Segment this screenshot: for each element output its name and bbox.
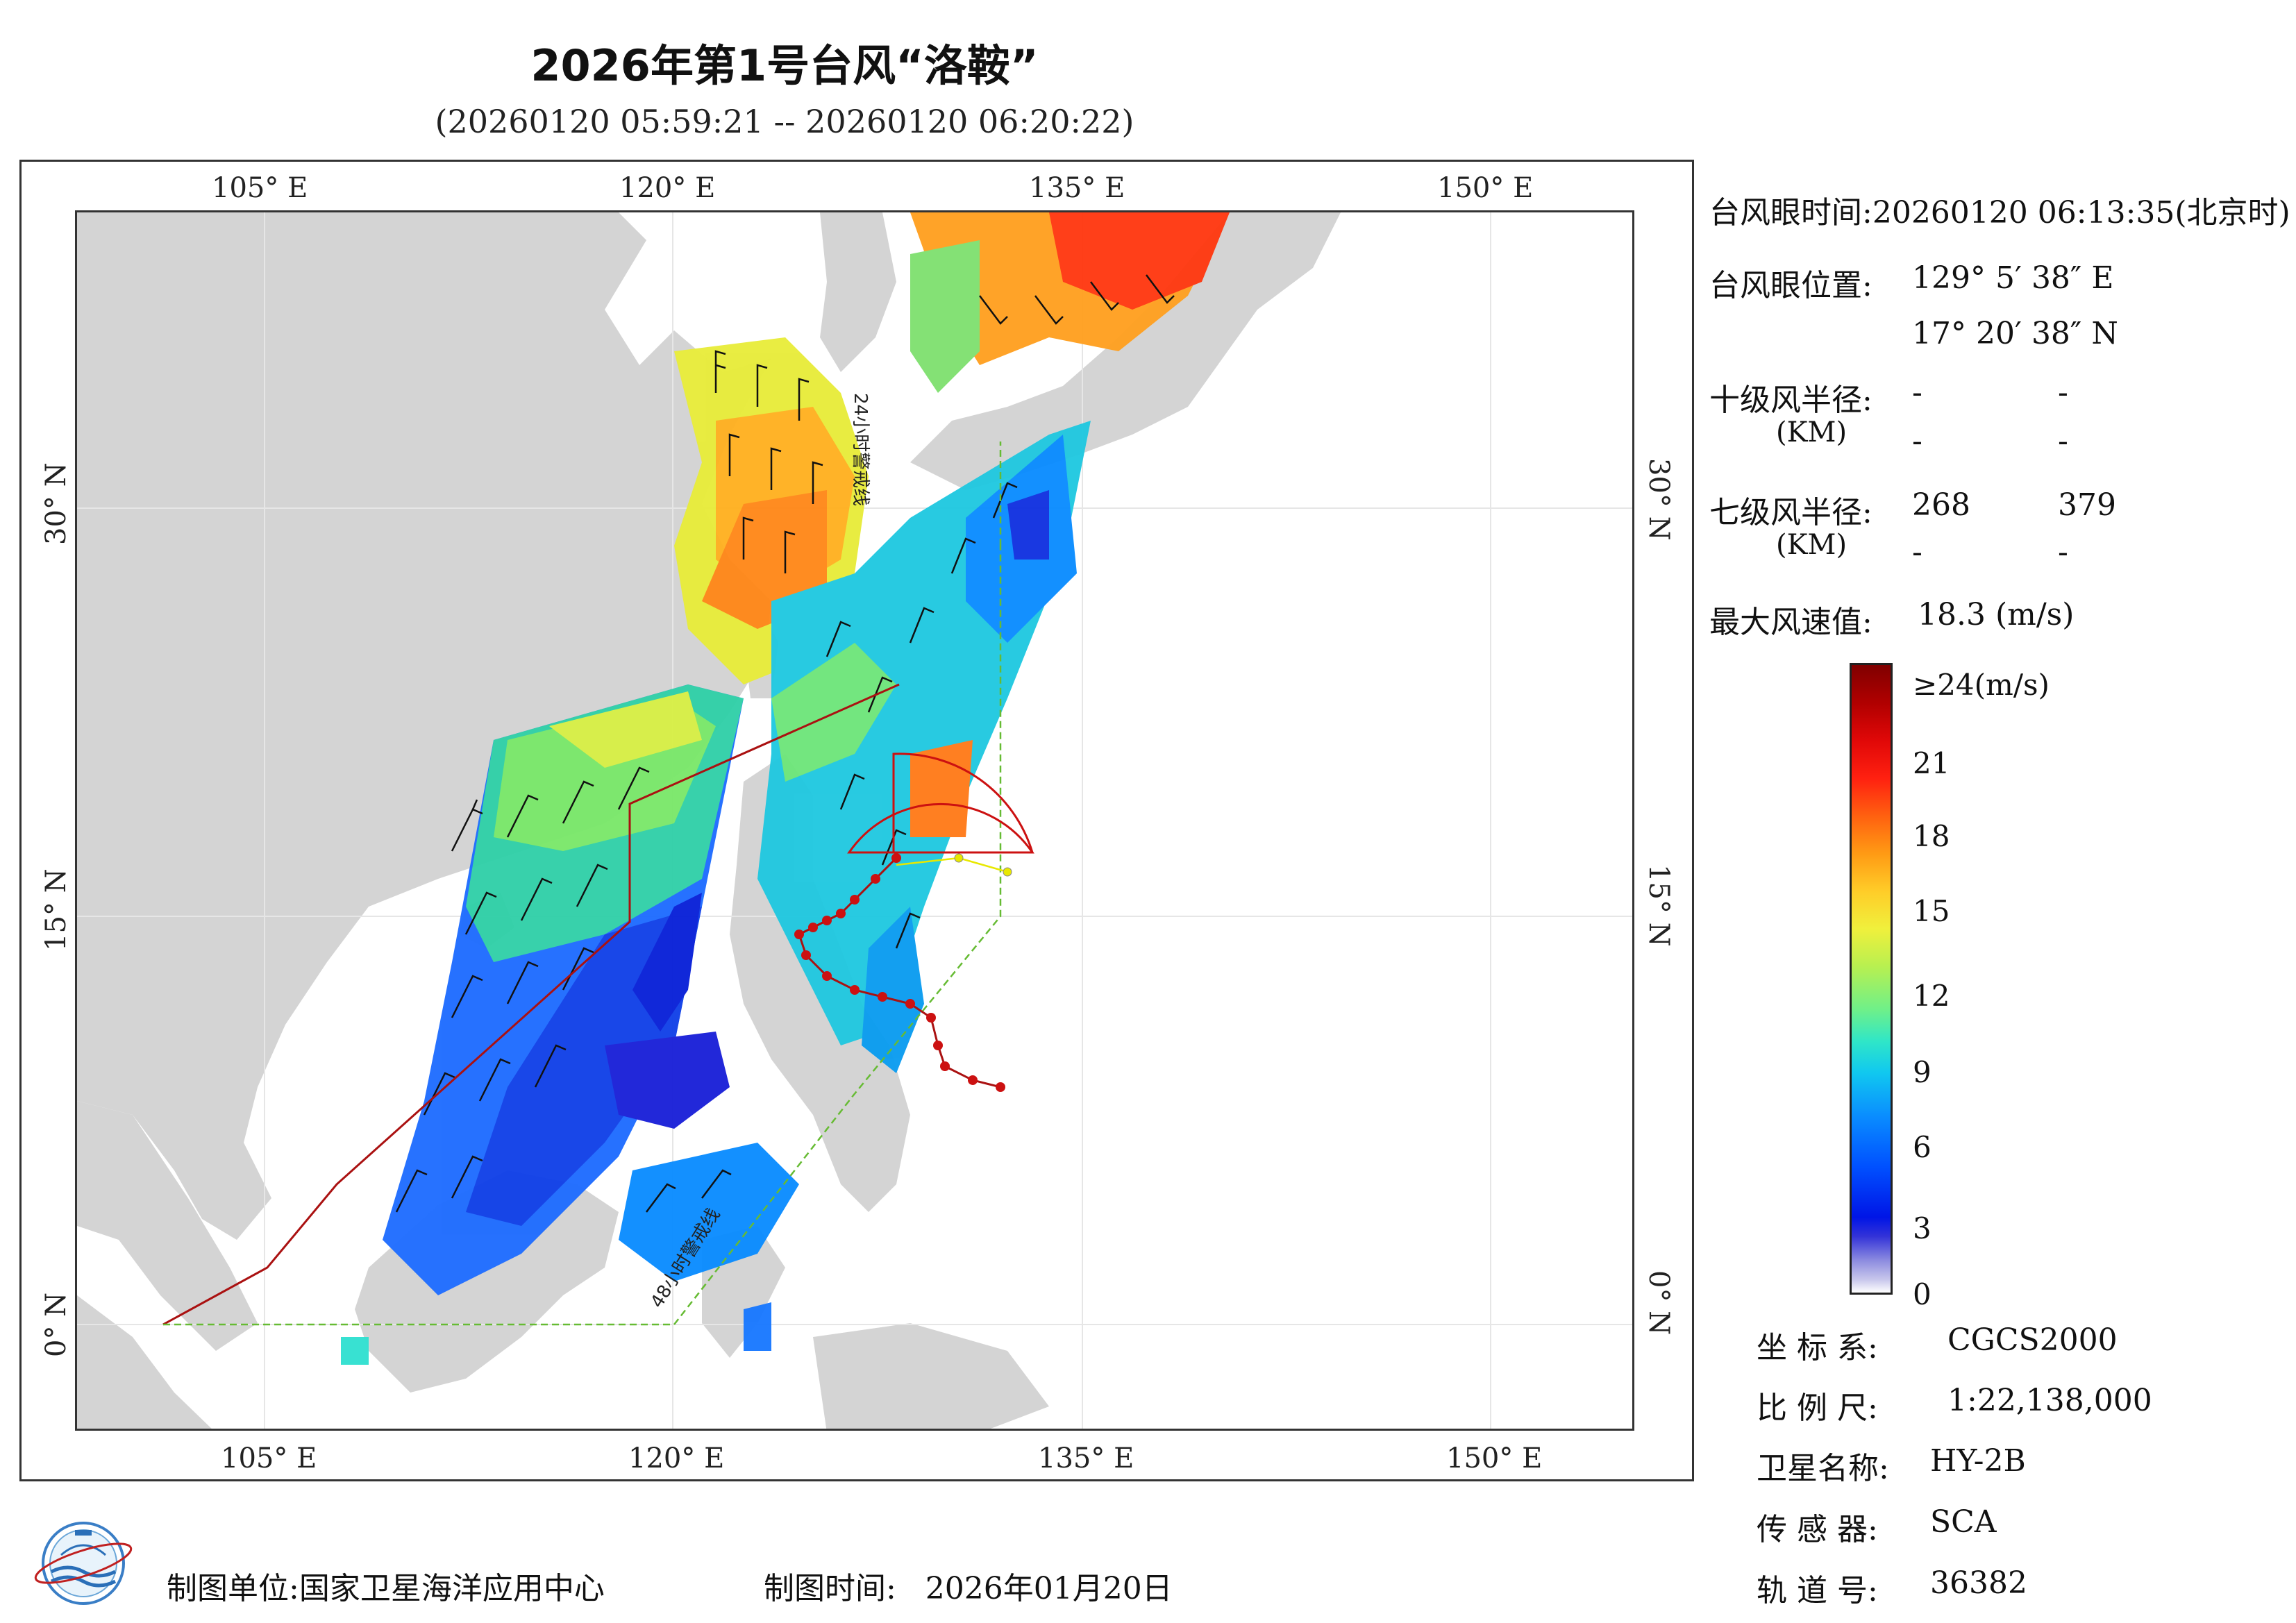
lon-tick-top-135: 135° E <box>1029 172 1125 204</box>
lon-tick-bottom-105: 105° E <box>221 1443 317 1474</box>
map-title: 2026年第1号台风“洛鞍” <box>530 40 1039 91</box>
max-wind-value: 18.3 (m/s) <box>1918 597 2075 632</box>
scale-value: 1:22,138,000 <box>1947 1383 2152 1418</box>
typhoon-track <box>794 853 1005 1092</box>
footer-producer: 制图单位:国家卫星海洋应用中心 <box>167 1563 605 1608</box>
colorbar-label-6: 6 <box>1913 1130 1932 1164</box>
land-sumatra <box>77 1295 212 1429</box>
map-area[interactable]: 24小时警戒线 48小时警戒线 <box>75 210 1634 1431</box>
wind-speed-colorbar <box>1850 663 1893 1295</box>
r10-unit: (KM) <box>1776 417 1847 448</box>
forecast-point <box>1003 867 1012 877</box>
footer-producer-value: 国家卫星海洋应用中心 <box>299 1571 605 1606</box>
land-china-mainland <box>77 212 771 1240</box>
crs-label: 坐 标 系: <box>1757 1330 1878 1365</box>
lon-tick-bottom-120: 120° E <box>628 1443 725 1474</box>
r7-value-3: - <box>1912 535 1922 570</box>
lat-tick-left-30: 30° N <box>40 462 72 545</box>
warning-line-24h <box>162 683 900 1326</box>
lon-tick-top-120: 120° E <box>619 172 716 204</box>
r7-label: 七级风半径: <box>1709 495 1872 530</box>
colorbar-label-15: 15 <box>1913 894 1950 928</box>
lat-tick-left-0: 0° N <box>40 1292 72 1357</box>
colorbar-label-24: ≥24(m/s) <box>1913 668 2050 702</box>
map-canvas: 24小时警戒线 48小时警戒线 <box>77 212 1632 1429</box>
eye-lat-value: 17° 20′ 38″ N <box>1912 316 2118 351</box>
eye-time-label: 台风眼时间: <box>1709 195 1872 230</box>
r10-value-3: - <box>1912 423 1922 459</box>
lon-tick-bottom-135: 135° E <box>1038 1443 1134 1474</box>
r10-value-4: - <box>2058 423 2068 459</box>
max-wind-label: 最大风速值: <box>1709 605 1872 640</box>
r10-value-2: - <box>2058 375 2068 410</box>
lat-tick-right-15: 15° N <box>1643 864 1675 947</box>
colorbar-label-12: 12 <box>1913 979 1950 1013</box>
crs-value: CGCS2000 <box>1947 1322 2118 1358</box>
sensor-label: 传 感 器: <box>1757 1512 1878 1547</box>
footer-producer-label: 制图单位: <box>167 1571 299 1606</box>
scale-label: 比 例 尺: <box>1757 1390 1878 1426</box>
colorbar-label-18: 18 <box>1913 819 1950 853</box>
eye-lon-value: 129° 5′ 38″ E <box>1912 260 2114 296</box>
r7-value-1: 268 <box>1912 487 1970 523</box>
r10-value-1: - <box>1912 375 1922 410</box>
orbit-value: 36382 <box>1930 1565 2027 1601</box>
satellite-label: 卫星名称: <box>1757 1451 1889 1486</box>
r7-unit: (KM) <box>1776 529 1847 561</box>
land-korea <box>820 212 896 372</box>
lon-tick-top-105: 105° E <box>212 172 308 204</box>
orbit-label: 轨 道 号: <box>1757 1573 1878 1608</box>
footer-date-value: 2026年01月20日 <box>925 1571 1173 1606</box>
r7-value-2: 379 <box>2058 487 2116 523</box>
forecast-point <box>954 853 964 863</box>
map-subtitle: (20260120 05:59:21 -- 20260120 06:20:22) <box>435 103 1134 140</box>
lon-tick-top-150: 150° E <box>1437 172 1534 204</box>
lat-tick-right-30: 30° N <box>1643 458 1675 541</box>
lat-tick-left-15: 15° N <box>40 868 72 951</box>
eye-position-label: 台风眼位置: <box>1709 268 1872 303</box>
map-frame <box>19 160 1694 1481</box>
colorbar-label-9: 9 <box>1913 1055 1932 1089</box>
wind-radius-7-ne <box>892 752 1034 853</box>
wind-radius-7 <box>847 802 1034 854</box>
colorbar-label-21: 21 <box>1913 746 1950 780</box>
wind-barbs <box>395 274 1175 1213</box>
sensor-value: SCA <box>1930 1504 1997 1540</box>
lat-tick-right-0: 0° N <box>1643 1270 1675 1336</box>
r7-value-4: - <box>2058 535 2068 570</box>
r10-label: 十级风半径: <box>1709 382 1872 418</box>
colorbar-label-0: 0 <box>1913 1277 1932 1311</box>
satellite-value: HY-2B <box>1930 1443 2026 1479</box>
land-indochina <box>77 1101 258 1351</box>
colorbar-label-3: 3 <box>1913 1211 1932 1245</box>
warning-line-48h <box>163 546 1002 1326</box>
nsoas-logo <box>33 1515 137 1612</box>
warning-label-24h: 24小时警戒线 <box>850 393 871 506</box>
lon-tick-bottom-150: 150° E <box>1446 1443 1543 1474</box>
land-new-guinea <box>813 1323 1049 1429</box>
footer-date: 制图时间: 2026年01月20日 <box>764 1563 1173 1608</box>
land-japan <box>910 212 1341 490</box>
footer-date-label: 制图时间: <box>764 1571 896 1606</box>
eye-time-value: 20260120 06:13:35(北京时) <box>1872 195 2290 230</box>
